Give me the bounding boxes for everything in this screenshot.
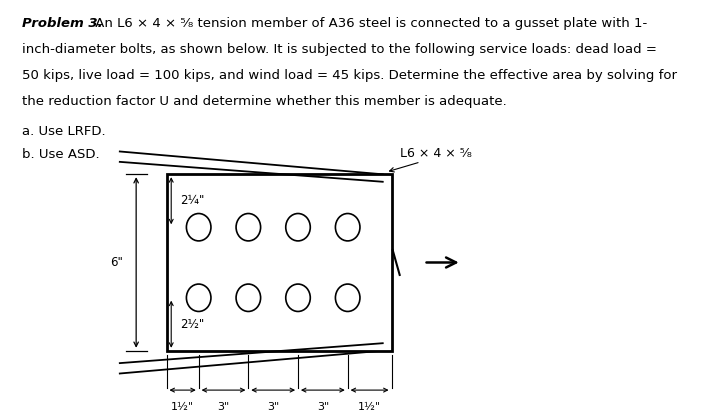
Ellipse shape <box>236 284 261 311</box>
Text: 2¼": 2¼" <box>180 194 204 207</box>
Text: An L6 × 4 × ⁵⁄₈ tension member of A36 steel is connected to a gusset plate with : An L6 × 4 × ⁵⁄₈ tension member of A36 st… <box>91 17 647 29</box>
Text: Problem 3.: Problem 3. <box>22 17 103 29</box>
Text: 50 kips, live load = 100 kips, and wind load = 45 kips. Determine the effective : 50 kips, live load = 100 kips, and wind … <box>22 69 677 82</box>
Ellipse shape <box>285 284 310 311</box>
Text: 2½": 2½" <box>180 318 204 331</box>
Text: a. Use LRFD.: a. Use LRFD. <box>22 124 106 137</box>
Ellipse shape <box>187 284 211 311</box>
Bar <box>167 174 391 351</box>
Ellipse shape <box>335 284 360 311</box>
Text: the reduction factor U and determine whether this member is adequate.: the reduction factor U and determine whe… <box>22 95 507 108</box>
Text: 1½": 1½" <box>171 402 194 412</box>
Ellipse shape <box>236 213 261 241</box>
Text: 3": 3" <box>217 402 229 412</box>
Ellipse shape <box>335 213 360 241</box>
Text: 6": 6" <box>111 256 124 269</box>
Text: b. Use ASD.: b. Use ASD. <box>22 148 100 161</box>
Text: inch-diameter bolts, as shown below. It is subjected to the following service lo: inch-diameter bolts, as shown below. It … <box>22 43 657 56</box>
Text: 1½": 1½" <box>358 402 381 412</box>
Ellipse shape <box>285 213 310 241</box>
Text: L6 × 4 × ⁵⁄₈: L6 × 4 × ⁵⁄₈ <box>400 147 472 160</box>
Ellipse shape <box>187 213 211 241</box>
Text: 3": 3" <box>317 402 329 412</box>
Text: 3": 3" <box>267 402 279 412</box>
